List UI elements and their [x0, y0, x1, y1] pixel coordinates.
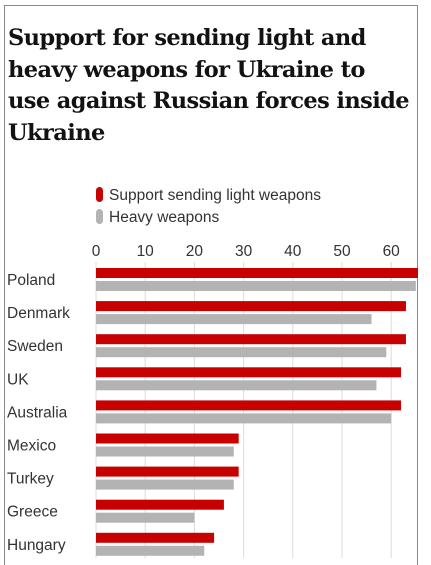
- legend-label: Support sending light weapons: [109, 187, 321, 204]
- bar-heavy-weapons: [96, 512, 195, 523]
- legend-label: Heavy weapons: [109, 209, 220, 226]
- bar-heavy-weapons: [96, 347, 387, 358]
- category-label: Turkey: [7, 471, 54, 488]
- bar-heavy-weapons: [96, 479, 234, 490]
- x-tick-label: 50: [333, 243, 351, 260]
- category-label: Greece: [7, 504, 58, 521]
- bar-light-weapons: [96, 499, 224, 510]
- category-label: Denmark: [7, 305, 70, 322]
- bar-heavy-weapons: [96, 545, 205, 556]
- bar-light-weapons: [96, 532, 215, 543]
- bar-light-weapons: [96, 466, 239, 477]
- category-label: Mexico: [7, 438, 56, 455]
- x-tick-label: 0: [92, 243, 101, 260]
- category-label: UK: [7, 371, 29, 388]
- category-label: Australia: [7, 404, 68, 421]
- bar-light-weapons: [96, 334, 406, 345]
- bar-heavy-weapons: [96, 413, 392, 424]
- bar-heavy-weapons: [96, 314, 372, 325]
- x-tick-label: 30: [235, 243, 253, 260]
- x-tick-label: 10: [137, 243, 155, 260]
- chart-title: Support for sending light and heavy weap…: [8, 25, 410, 146]
- bar-light-weapons: [96, 433, 239, 444]
- bar-light-weapons: [96, 367, 402, 378]
- bar-heavy-weapons: [96, 446, 234, 457]
- bar-light-weapons: [96, 301, 406, 312]
- legend-swatch: [96, 187, 103, 202]
- category-label: Sweden: [7, 338, 63, 355]
- bar-heavy-weapons: [96, 380, 377, 391]
- x-tick-label: 40: [284, 243, 302, 260]
- x-tick-label: 60: [383, 243, 401, 260]
- bar-light-weapons: [96, 400, 402, 411]
- legend-swatch: [96, 209, 103, 224]
- category-label: Poland: [7, 272, 55, 289]
- category-label: Hungary: [7, 537, 66, 554]
- bar-light-weapons: [96, 268, 418, 278]
- x-tick-label: 20: [186, 243, 204, 260]
- bar-heavy-weapons: [96, 281, 416, 291]
